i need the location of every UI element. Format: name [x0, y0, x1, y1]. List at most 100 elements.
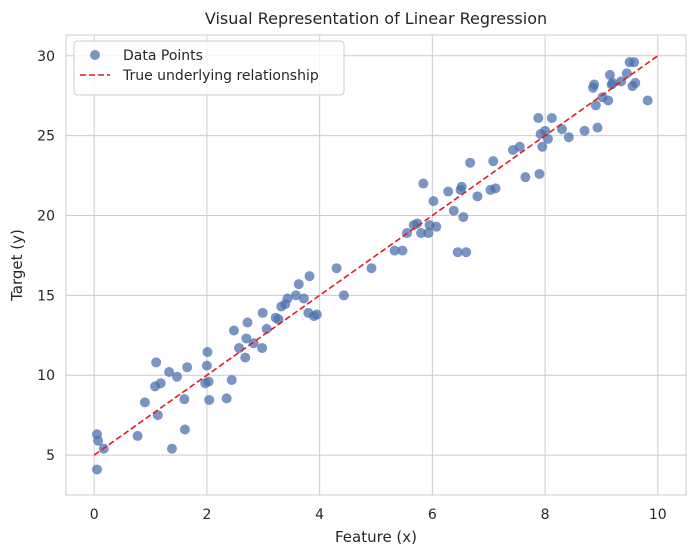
- x-tick-label: 0: [90, 507, 99, 523]
- x-axis-label: Feature (x): [335, 528, 417, 546]
- data-point: [534, 168, 545, 179]
- data-point: [461, 247, 472, 258]
- data-point: [488, 156, 499, 167]
- x-tick-label: 10: [649, 507, 667, 523]
- data-point: [290, 290, 301, 301]
- data-point: [456, 181, 467, 192]
- data-point: [533, 113, 544, 124]
- data-point: [642, 95, 653, 106]
- y-axis-label: Target (y): [8, 229, 26, 302]
- data-point: [182, 362, 193, 373]
- data-point: [261, 323, 272, 334]
- data-point: [92, 464, 102, 475]
- legend-label-data-points: Data Points: [123, 48, 203, 64]
- y-tick-label: 20: [37, 208, 55, 224]
- data-point: [298, 293, 309, 304]
- data-point: [472, 191, 483, 202]
- data-point: [240, 352, 251, 363]
- data-point: [172, 371, 183, 382]
- y-tick-label: 5: [46, 448, 55, 464]
- data-point: [537, 141, 548, 152]
- data-point: [204, 394, 215, 405]
- data-point: [557, 124, 567, 135]
- data-point: [293, 279, 304, 290]
- data-point: [202, 347, 213, 358]
- data-point: [490, 183, 501, 194]
- data-point: [241, 333, 252, 344]
- data-point: [607, 77, 618, 88]
- data-point: [540, 125, 551, 136]
- data-point: [389, 245, 400, 256]
- data-point: [592, 122, 603, 133]
- data-point: [132, 430, 143, 441]
- data-point: [458, 212, 469, 223]
- data-point: [514, 141, 525, 152]
- data-point: [412, 218, 423, 229]
- data-point: [304, 271, 315, 282]
- data-point: [228, 325, 239, 336]
- data-point: [579, 125, 590, 136]
- data-point: [311, 309, 322, 320]
- y-tick-labels: 5 10 15 20 25 30: [37, 49, 55, 464]
- x-tick-labels: 0 2 4 6 8 10: [90, 507, 667, 523]
- data-point: [179, 394, 190, 405]
- data-point: [226, 375, 237, 385]
- data-point: [590, 100, 601, 111]
- data-point: [563, 132, 574, 143]
- data-point: [546, 113, 557, 124]
- data-point: [629, 57, 640, 68]
- scatter-series: [92, 57, 653, 475]
- chart-title: Visual Representation of Linear Regressi…: [205, 9, 547, 28]
- data-point: [155, 378, 166, 389]
- legend-label-true-relationship: True underlying relationship: [122, 68, 319, 84]
- data-point: [604, 69, 615, 80]
- line-series: [93, 55, 659, 456]
- data-point: [234, 343, 245, 354]
- legend-marker-data-points: [90, 50, 100, 60]
- data-point: [151, 357, 162, 368]
- data-point: [203, 376, 214, 387]
- data-point: [397, 245, 408, 256]
- regression-line: [93, 55, 659, 456]
- x-tick-label: 6: [428, 507, 437, 523]
- data-point: [452, 247, 463, 258]
- legend-box: [73, 40, 345, 96]
- data-point: [630, 77, 641, 88]
- data-point: [621, 68, 632, 79]
- x-tick-label: 2: [202, 507, 211, 523]
- data-point: [221, 393, 232, 404]
- data-point: [282, 293, 293, 304]
- data-point: [589, 79, 600, 90]
- x-tick-label: 4: [315, 507, 324, 523]
- data-point: [164, 367, 175, 378]
- data-point: [331, 263, 342, 274]
- data-point: [366, 263, 377, 274]
- data-point: [428, 196, 439, 207]
- data-point: [465, 157, 476, 168]
- data-point: [520, 172, 531, 183]
- data-point: [201, 360, 212, 371]
- data-point: [448, 205, 459, 216]
- data-point: [257, 307, 268, 318]
- data-point: [166, 443, 177, 454]
- y-tick-label: 10: [37, 368, 55, 384]
- y-tick-label: 25: [37, 129, 55, 145]
- data-point: [93, 435, 104, 446]
- x-tick-label: 8: [541, 507, 550, 523]
- data-point: [431, 221, 442, 232]
- data-point: [603, 95, 614, 106]
- data-point: [242, 317, 253, 328]
- data-point: [443, 186, 454, 197]
- legend: Data Points True underlying relationship: [73, 40, 345, 96]
- data-point: [139, 397, 150, 408]
- data-point: [423, 228, 434, 239]
- data-point: [179, 424, 190, 435]
- plot-frame: [65, 34, 687, 496]
- data-point: [257, 343, 268, 354]
- y-tick-label: 30: [37, 49, 55, 65]
- data-point: [416, 228, 427, 239]
- data-point: [418, 178, 429, 189]
- data-point: [338, 290, 349, 301]
- y-tick-label: 15: [37, 288, 55, 304]
